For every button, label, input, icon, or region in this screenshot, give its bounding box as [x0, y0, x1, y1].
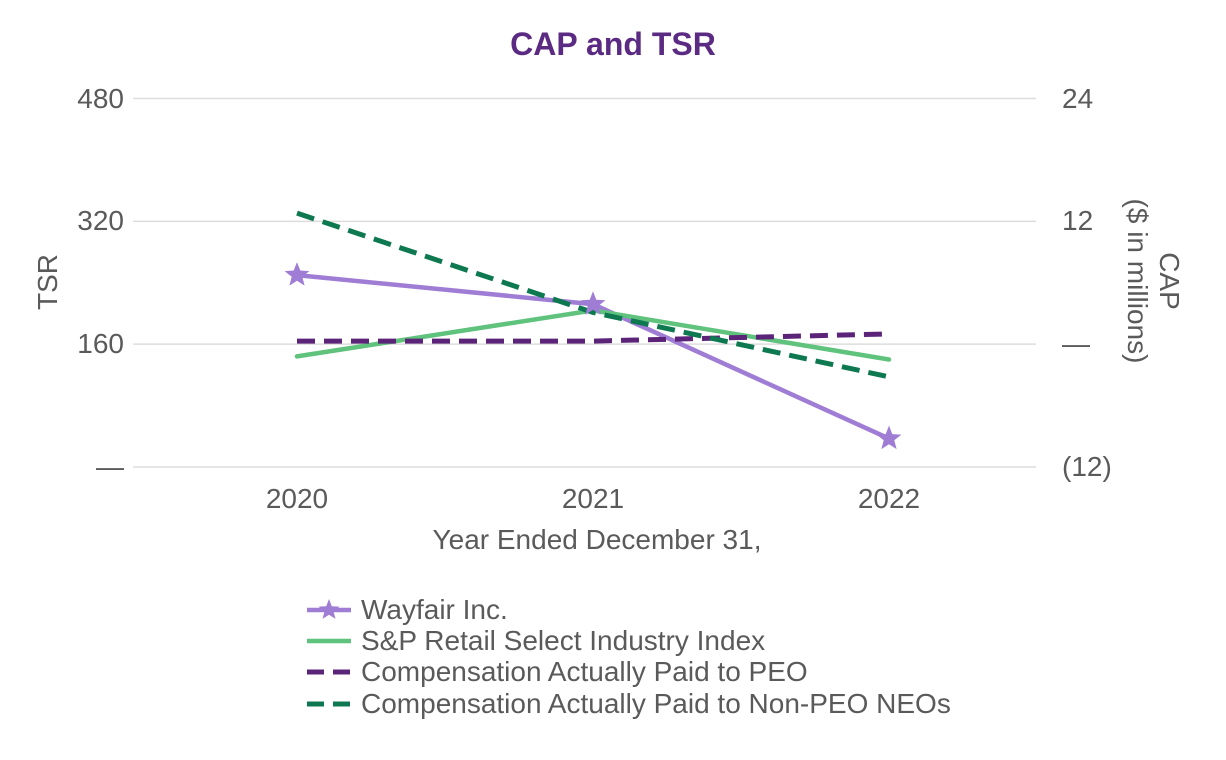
- right-axis-tick: 12: [1062, 205, 1094, 237]
- x-axis-tick: 2020: [265, 483, 329, 514]
- dashed-line-marker-icon: [307, 701, 351, 707]
- legend-item-label: Wayfair Inc.: [361, 593, 508, 625]
- star-line-marker-icon: [307, 598, 351, 619]
- legend-item-label: S&P Retail Select Industry Index: [361, 625, 766, 657]
- right-axis-tick: (12): [1062, 451, 1112, 482]
- series-line-compensation-actually-paid-to-non-peo-neos: [296, 210, 890, 380]
- legend-item-wayfair-inc: Wayfair Inc.: [306, 594, 951, 625]
- legend-item-label: Compensation Actually Paid to PEO: [361, 656, 808, 688]
- legend-item-compensation-actually-paid-to-peo: Compensation Actually Paid to PEO: [306, 657, 951, 688]
- x-axis-title: Year Ended December 31,: [432, 524, 762, 555]
- legend: Wayfair Inc. S&P Retail Select Industry I…: [306, 594, 951, 720]
- left-axis-tick: —: [96, 451, 124, 482]
- dashed-line-marker-icon: [307, 669, 351, 675]
- series-line-compensation-actually-paid-to-peo: [297, 331, 890, 344]
- legend-item-compensation-actually-paid-to-non-peo-neos: Compensation Actually Paid to Non-PEO NE…: [306, 688, 951, 719]
- data-point-star: [876, 425, 902, 450]
- left-axis-tick: 160: [77, 328, 124, 360]
- data-point-star: [284, 262, 310, 286]
- right-axis-tick: —: [1062, 328, 1090, 360]
- legend-star: [318, 598, 340, 619]
- legend-item-label: Compensation Actually Paid to Non-PEO NE…: [361, 687, 951, 719]
- left-axis-tick: 480: [77, 82, 124, 114]
- x-axis-tick: 2021: [561, 483, 625, 514]
- x-axis-tick: 2022: [857, 483, 921, 514]
- data-point-star: [580, 291, 606, 315]
- left-axis-tick: 320: [77, 205, 124, 237]
- right-axis-tick: 24: [1062, 82, 1094, 114]
- legend-item-s-p-retail-select-industry-index: S&P Retail Select Industry Index: [306, 625, 951, 656]
- solid-line-marker-icon: [307, 638, 351, 644]
- chart-title: CAP and TSR: [510, 26, 716, 62]
